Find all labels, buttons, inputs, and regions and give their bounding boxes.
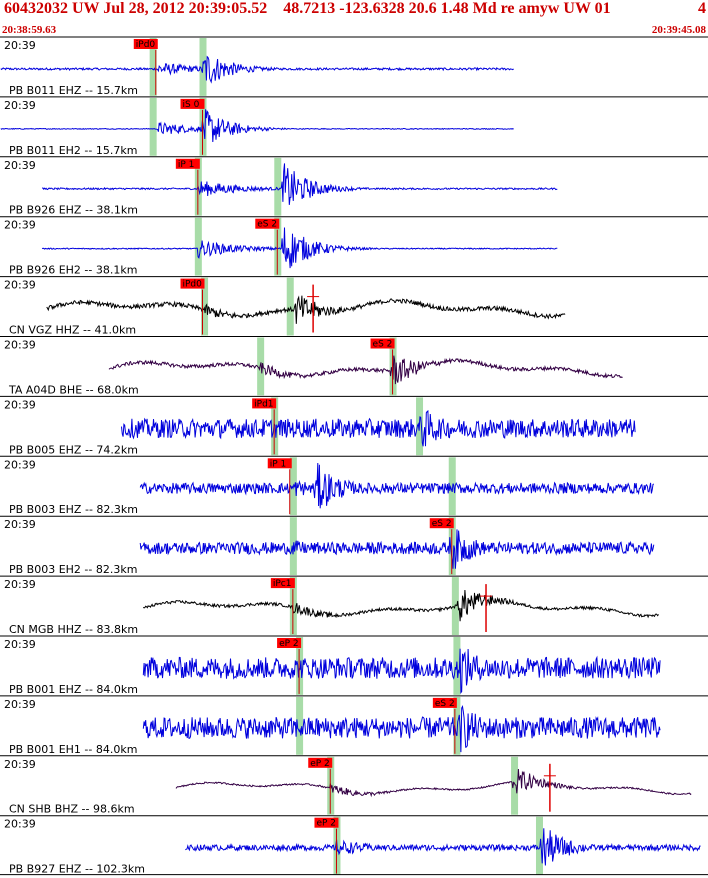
waveform xyxy=(142,648,661,694)
phase-window xyxy=(453,696,461,755)
trace-label: PB B001 EH1 -- 84.0km xyxy=(9,743,137,756)
pick-label-box xyxy=(370,338,395,349)
pick-label-box xyxy=(277,638,302,648)
start-time: 20:38:59.63 xyxy=(2,24,57,36)
trace-time: 20:39 xyxy=(4,339,36,352)
waveform xyxy=(185,828,701,866)
trace-label: CN MGB HHZ -- 83.8km xyxy=(9,623,138,636)
pick-label: eP 2 xyxy=(316,819,336,829)
trace-label: PB B011 EHZ -- 15.7km xyxy=(9,84,138,97)
phase-window xyxy=(296,696,304,755)
trace-label: PB B926 EH2 -- 38.1km xyxy=(9,264,137,277)
trace-label: CN VGZ HHZ -- 41.0km xyxy=(9,324,136,337)
end-time: 20:39:45.08 xyxy=(651,24,706,36)
waveform xyxy=(41,227,558,269)
trace-label: PB B001 EHZ -- 84.0km xyxy=(9,683,138,696)
pick-label-box xyxy=(252,398,277,409)
pick-label: eS 2 xyxy=(373,340,393,350)
trace-time: 20:39 xyxy=(4,578,36,591)
waveform xyxy=(142,704,661,753)
phase-window xyxy=(511,756,519,815)
waveform xyxy=(46,295,566,324)
waveform xyxy=(41,163,558,205)
trace-time: 20:39 xyxy=(4,638,36,651)
pick-label-box xyxy=(308,757,333,768)
pick-label-box xyxy=(133,39,158,49)
pick-label: iP 1 xyxy=(270,459,287,469)
waveform xyxy=(175,768,692,798)
trace-time: 20:39 xyxy=(4,458,36,471)
phase-window xyxy=(149,97,157,156)
pick-label: eP 2 xyxy=(279,639,299,649)
pick-label: eS 2 xyxy=(432,519,452,529)
trace-time: 20:39 xyxy=(4,398,36,411)
trace-label: PB B005 EHZ -- 74.2km xyxy=(9,443,138,456)
pick-label: iP 1 xyxy=(178,160,195,170)
phase-window xyxy=(274,157,282,216)
pick-label-box xyxy=(314,817,339,828)
phase-window xyxy=(194,217,202,276)
trace-time: 20:39 xyxy=(4,518,36,531)
pick-label: iS 0 xyxy=(183,100,200,110)
phase-window xyxy=(149,38,157,96)
waveform xyxy=(121,410,636,447)
waveform xyxy=(139,462,655,509)
waveform xyxy=(108,355,623,385)
trace-label: PB B003 EHZ -- 82.3km xyxy=(9,503,138,516)
trace-time: 20:39 xyxy=(4,39,36,52)
trace-time: 20:39 xyxy=(4,99,36,112)
pick-label: eS 2 xyxy=(257,220,277,230)
pick-label-box xyxy=(270,578,295,589)
waveform xyxy=(142,589,659,622)
pick-label-box xyxy=(180,278,205,289)
trace-label: PB B003 EH2 -- 82.3km xyxy=(9,563,137,576)
pick-label-box xyxy=(432,697,457,708)
waveform xyxy=(139,529,655,569)
pick-label: iPd1 xyxy=(254,399,273,409)
event-header: 60432032 UW Jul 28, 2012 20:39:05.52 48.… xyxy=(0,0,708,36)
pick-label: iPd0 xyxy=(136,40,156,50)
pick-label: eS 2 xyxy=(435,699,455,709)
pick-label: iPd0 xyxy=(183,280,203,290)
trace-label: PB B927 EHZ -- 102.3km xyxy=(9,863,145,876)
pick-label-box xyxy=(429,518,454,529)
phase-window xyxy=(257,337,265,396)
event-title: 60432032 UW Jul 28, 2012 20:39:05.52 48.… xyxy=(4,0,611,17)
trace-time: 20:39 xyxy=(4,758,36,771)
pick-label-box xyxy=(255,218,280,229)
trace-time: 20:39 xyxy=(4,219,36,232)
pick-label-box xyxy=(175,158,200,169)
waveform xyxy=(0,109,514,143)
pick-label: iPc1 xyxy=(273,579,292,589)
pick-label-box xyxy=(267,458,292,469)
trace-label: CN SHB BHZ -- 98.6km xyxy=(9,803,135,816)
trace-time: 20:39 xyxy=(4,279,36,292)
version-number: 4 xyxy=(698,0,706,17)
trace-time: 20:39 xyxy=(4,159,36,172)
phase-window xyxy=(286,277,294,336)
trace-time: 20:39 xyxy=(4,698,36,711)
trace-label: TA A04D BHE -- 68.0km xyxy=(8,383,139,396)
pick-label: eP 2 xyxy=(310,759,330,769)
trace-label: PB B926 EHZ -- 38.1km xyxy=(9,204,138,217)
trace-time: 20:39 xyxy=(4,818,36,831)
trace-label: PB B011 EH2 -- 15.7km xyxy=(9,144,137,157)
pick-label-box xyxy=(180,98,205,109)
waveform xyxy=(0,55,514,84)
